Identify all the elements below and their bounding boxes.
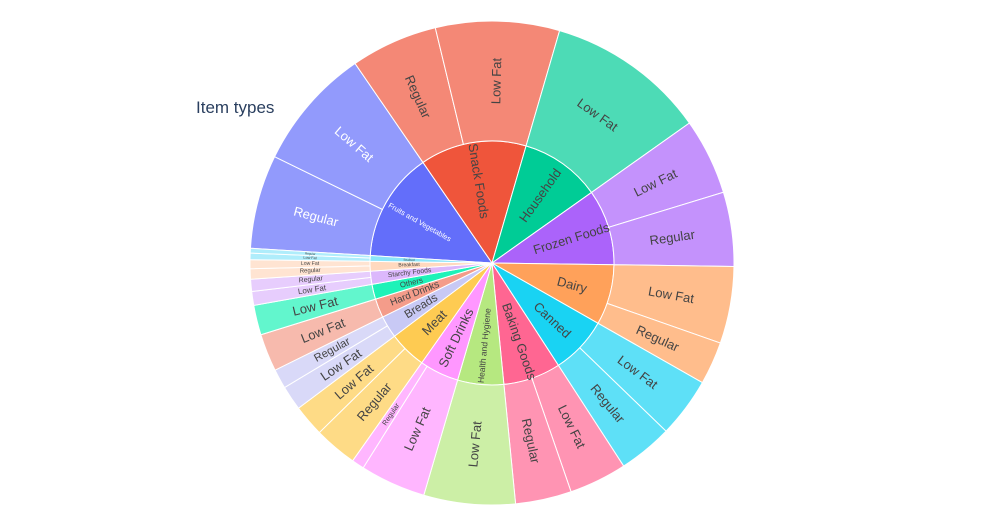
chart-title: Item types — [196, 98, 275, 117]
subcategory-slice-seafood-regular[interactable] — [249, 247, 371, 259]
